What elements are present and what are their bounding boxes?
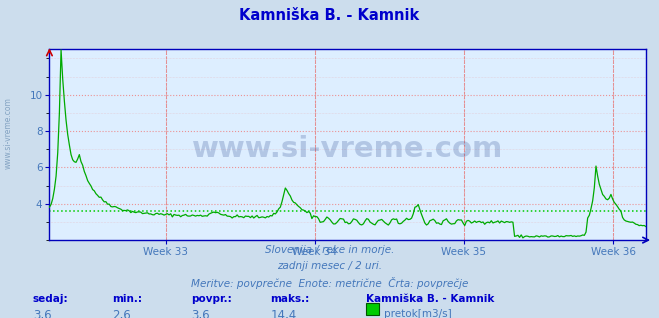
Text: www.si-vreme.com: www.si-vreme.com [192, 135, 503, 162]
Text: povpr.:: povpr.: [191, 294, 232, 304]
Text: sedaj:: sedaj: [33, 294, 69, 304]
Text: Slovenija / reke in morje.: Slovenija / reke in morje. [265, 245, 394, 255]
Text: min.:: min.: [112, 294, 142, 304]
Text: pretok[m3/s]: pretok[m3/s] [384, 309, 452, 318]
Text: Kamniška B. - Kamnik: Kamniška B. - Kamnik [366, 294, 494, 304]
Text: maks.:: maks.: [270, 294, 310, 304]
Text: 2,6: 2,6 [112, 309, 130, 318]
Text: 3,6: 3,6 [191, 309, 210, 318]
Text: Meritve: povprečne  Enote: metrične  Črta: povprečje: Meritve: povprečne Enote: metrične Črta:… [191, 277, 468, 289]
Text: 14,4: 14,4 [270, 309, 297, 318]
Text: www.si-vreme.com: www.si-vreme.com [3, 98, 13, 169]
Text: 3,6: 3,6 [33, 309, 51, 318]
Text: Kamniška B. - Kamnik: Kamniška B. - Kamnik [239, 8, 420, 23]
Text: zadnji mesec / 2 uri.: zadnji mesec / 2 uri. [277, 261, 382, 271]
